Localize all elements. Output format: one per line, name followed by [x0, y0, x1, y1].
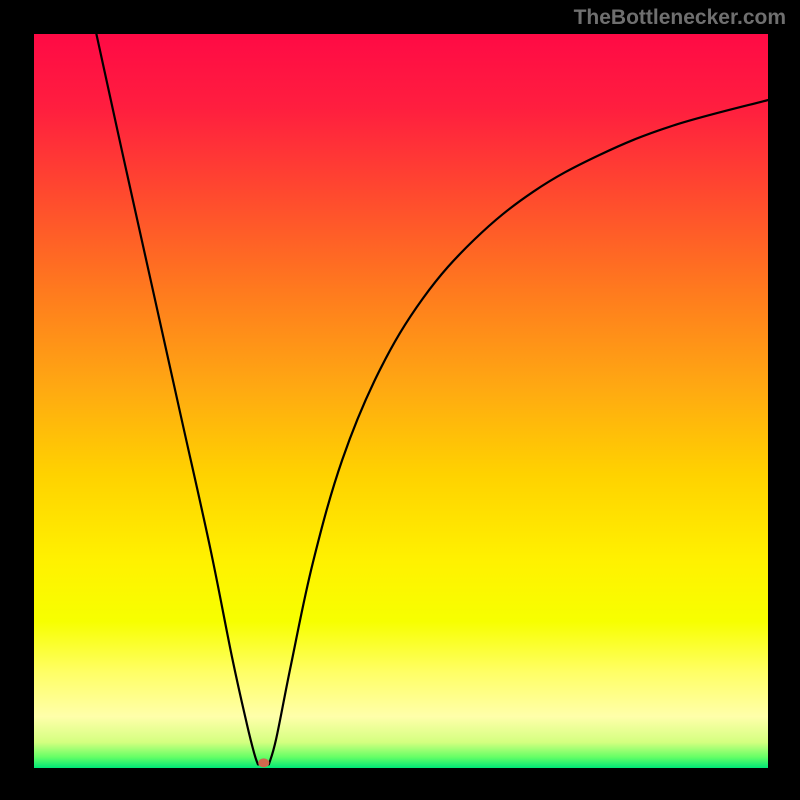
watermark-text: TheBottlenecker.com	[574, 6, 786, 30]
optimum-marker	[258, 758, 269, 767]
chart-curve-layer	[0, 0, 800, 800]
curve-right-branch	[269, 100, 768, 764]
curve-left-branch	[96, 34, 257, 764]
chart-container: TheBottlenecker.com	[0, 0, 800, 800]
